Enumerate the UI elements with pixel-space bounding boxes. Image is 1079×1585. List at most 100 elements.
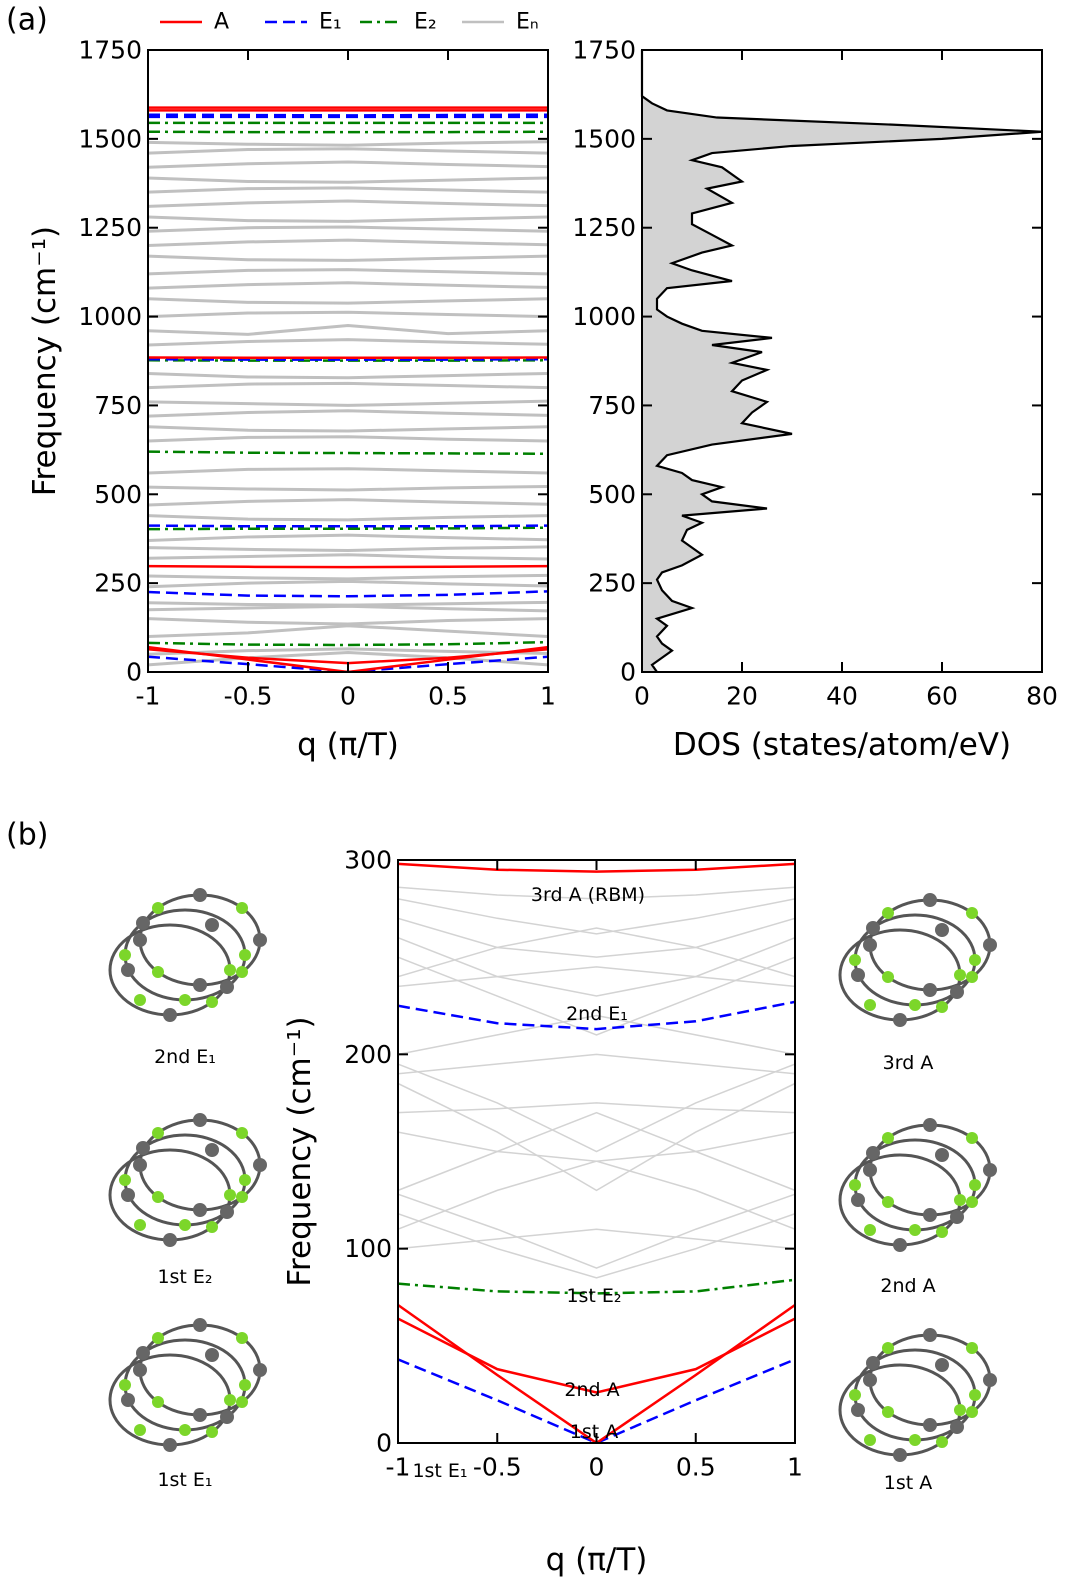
branch [398, 927, 795, 978]
branch [148, 160, 548, 169]
annotation: 2nd A [564, 1379, 619, 1401]
branch [398, 917, 795, 958]
tick-label: 750 [588, 391, 636, 420]
branch [398, 937, 795, 997]
branch [148, 381, 548, 390]
annotation: 1st E₁ [412, 1460, 467, 1482]
tick-label: 300 [344, 846, 392, 875]
tick-label: 0 [376, 1429, 392, 1458]
branch [148, 579, 548, 589]
branch [148, 650, 548, 667]
branch [148, 310, 548, 319]
branch [148, 140, 548, 147]
legend-label: E₁ [319, 10, 342, 35]
branch [148, 564, 548, 569]
branch [148, 425, 548, 433]
branch [148, 225, 548, 233]
tick-label: 0.5 [676, 1453, 716, 1482]
mode-caption: 2nd A [880, 1275, 935, 1297]
mode-image [108, 1316, 269, 1454]
mode-image [108, 1111, 269, 1249]
tick-label: 0.5 [428, 682, 468, 711]
branch [148, 338, 548, 347]
branch [398, 1102, 795, 1114]
branch [398, 956, 795, 1036]
tick-label: 200 [344, 1040, 392, 1069]
branch [398, 1160, 795, 1230]
branch [148, 323, 548, 336]
tick-label: 0 [126, 658, 142, 687]
branch [148, 399, 548, 407]
branch [148, 545, 548, 552]
dos-area [642, 50, 1042, 672]
legend-label: E₂ [414, 10, 437, 35]
tick-label: 0 [589, 1453, 605, 1482]
tick-label: 250 [588, 569, 636, 598]
branch [148, 176, 548, 184]
branch [148, 215, 548, 223]
tick-label: 0 [620, 658, 636, 687]
branch [148, 617, 548, 626]
branch [148, 297, 548, 305]
branch [148, 533, 548, 542]
branch [148, 113, 548, 117]
mode-caption: 3rd A [883, 1052, 934, 1074]
panel-label: (a) [6, 3, 48, 38]
branch [398, 1000, 795, 1031]
tick-label: 0 [634, 682, 650, 711]
tick-label: 1750 [78, 36, 142, 65]
branch [148, 526, 548, 531]
tick-label: 1 [540, 682, 556, 711]
tick-label: 1500 [78, 124, 142, 153]
branch [148, 467, 548, 475]
tick-label: 60 [926, 682, 958, 711]
branch [148, 590, 548, 598]
tick-label: 40 [826, 682, 858, 711]
tick-label: 500 [588, 480, 636, 509]
legend-label: A [214, 10, 229, 35]
branch [398, 886, 795, 900]
branch [398, 1014, 795, 1056]
tick-label: 1500 [572, 124, 636, 153]
tick-label: 500 [94, 480, 142, 509]
branch [398, 1193, 795, 1269]
y-axis-label: Frequency (cm⁻¹) [27, 226, 63, 496]
mode-caption: 2nd E₁ [154, 1046, 216, 1068]
branch [148, 450, 548, 456]
branch [148, 524, 548, 528]
annotation: 1st E₂ [566, 1285, 621, 1307]
branch [148, 624, 548, 638]
branch [398, 1131, 795, 1162]
branch [398, 1063, 795, 1153]
tick-label: 1750 [572, 36, 636, 65]
x-axis-label: DOS (states/atom/eV) [673, 727, 1011, 763]
tick-label: -0.5 [473, 1453, 522, 1482]
mode-image [838, 1326, 999, 1464]
tick-label: 750 [94, 391, 142, 420]
tick-label: 20 [726, 682, 758, 711]
branch [398, 1053, 795, 1075]
branch [148, 199, 548, 208]
dos-line [640, 50, 1043, 673]
branch [148, 655, 548, 672]
branch [148, 281, 548, 290]
tick-label: 1000 [78, 302, 142, 331]
annotation: 1st A [570, 1421, 618, 1443]
tick-label: -0.5 [224, 682, 273, 711]
branch [148, 640, 548, 647]
branch [148, 647, 548, 656]
branch [148, 573, 548, 581]
branch [398, 1228, 795, 1250]
tick-label: 100 [344, 1234, 392, 1263]
branch [148, 435, 548, 443]
branch [398, 1212, 795, 1279]
branch [148, 186, 548, 194]
tick-label: 0 [340, 682, 356, 711]
tick-label: 1250 [572, 213, 636, 242]
annotation: 2nd E₁ [566, 1003, 628, 1025]
mode-image [108, 886, 269, 1024]
branch [398, 1317, 795, 1394]
mode-caption: 1st A [884, 1472, 932, 1494]
tick-label: 1250 [78, 213, 142, 242]
